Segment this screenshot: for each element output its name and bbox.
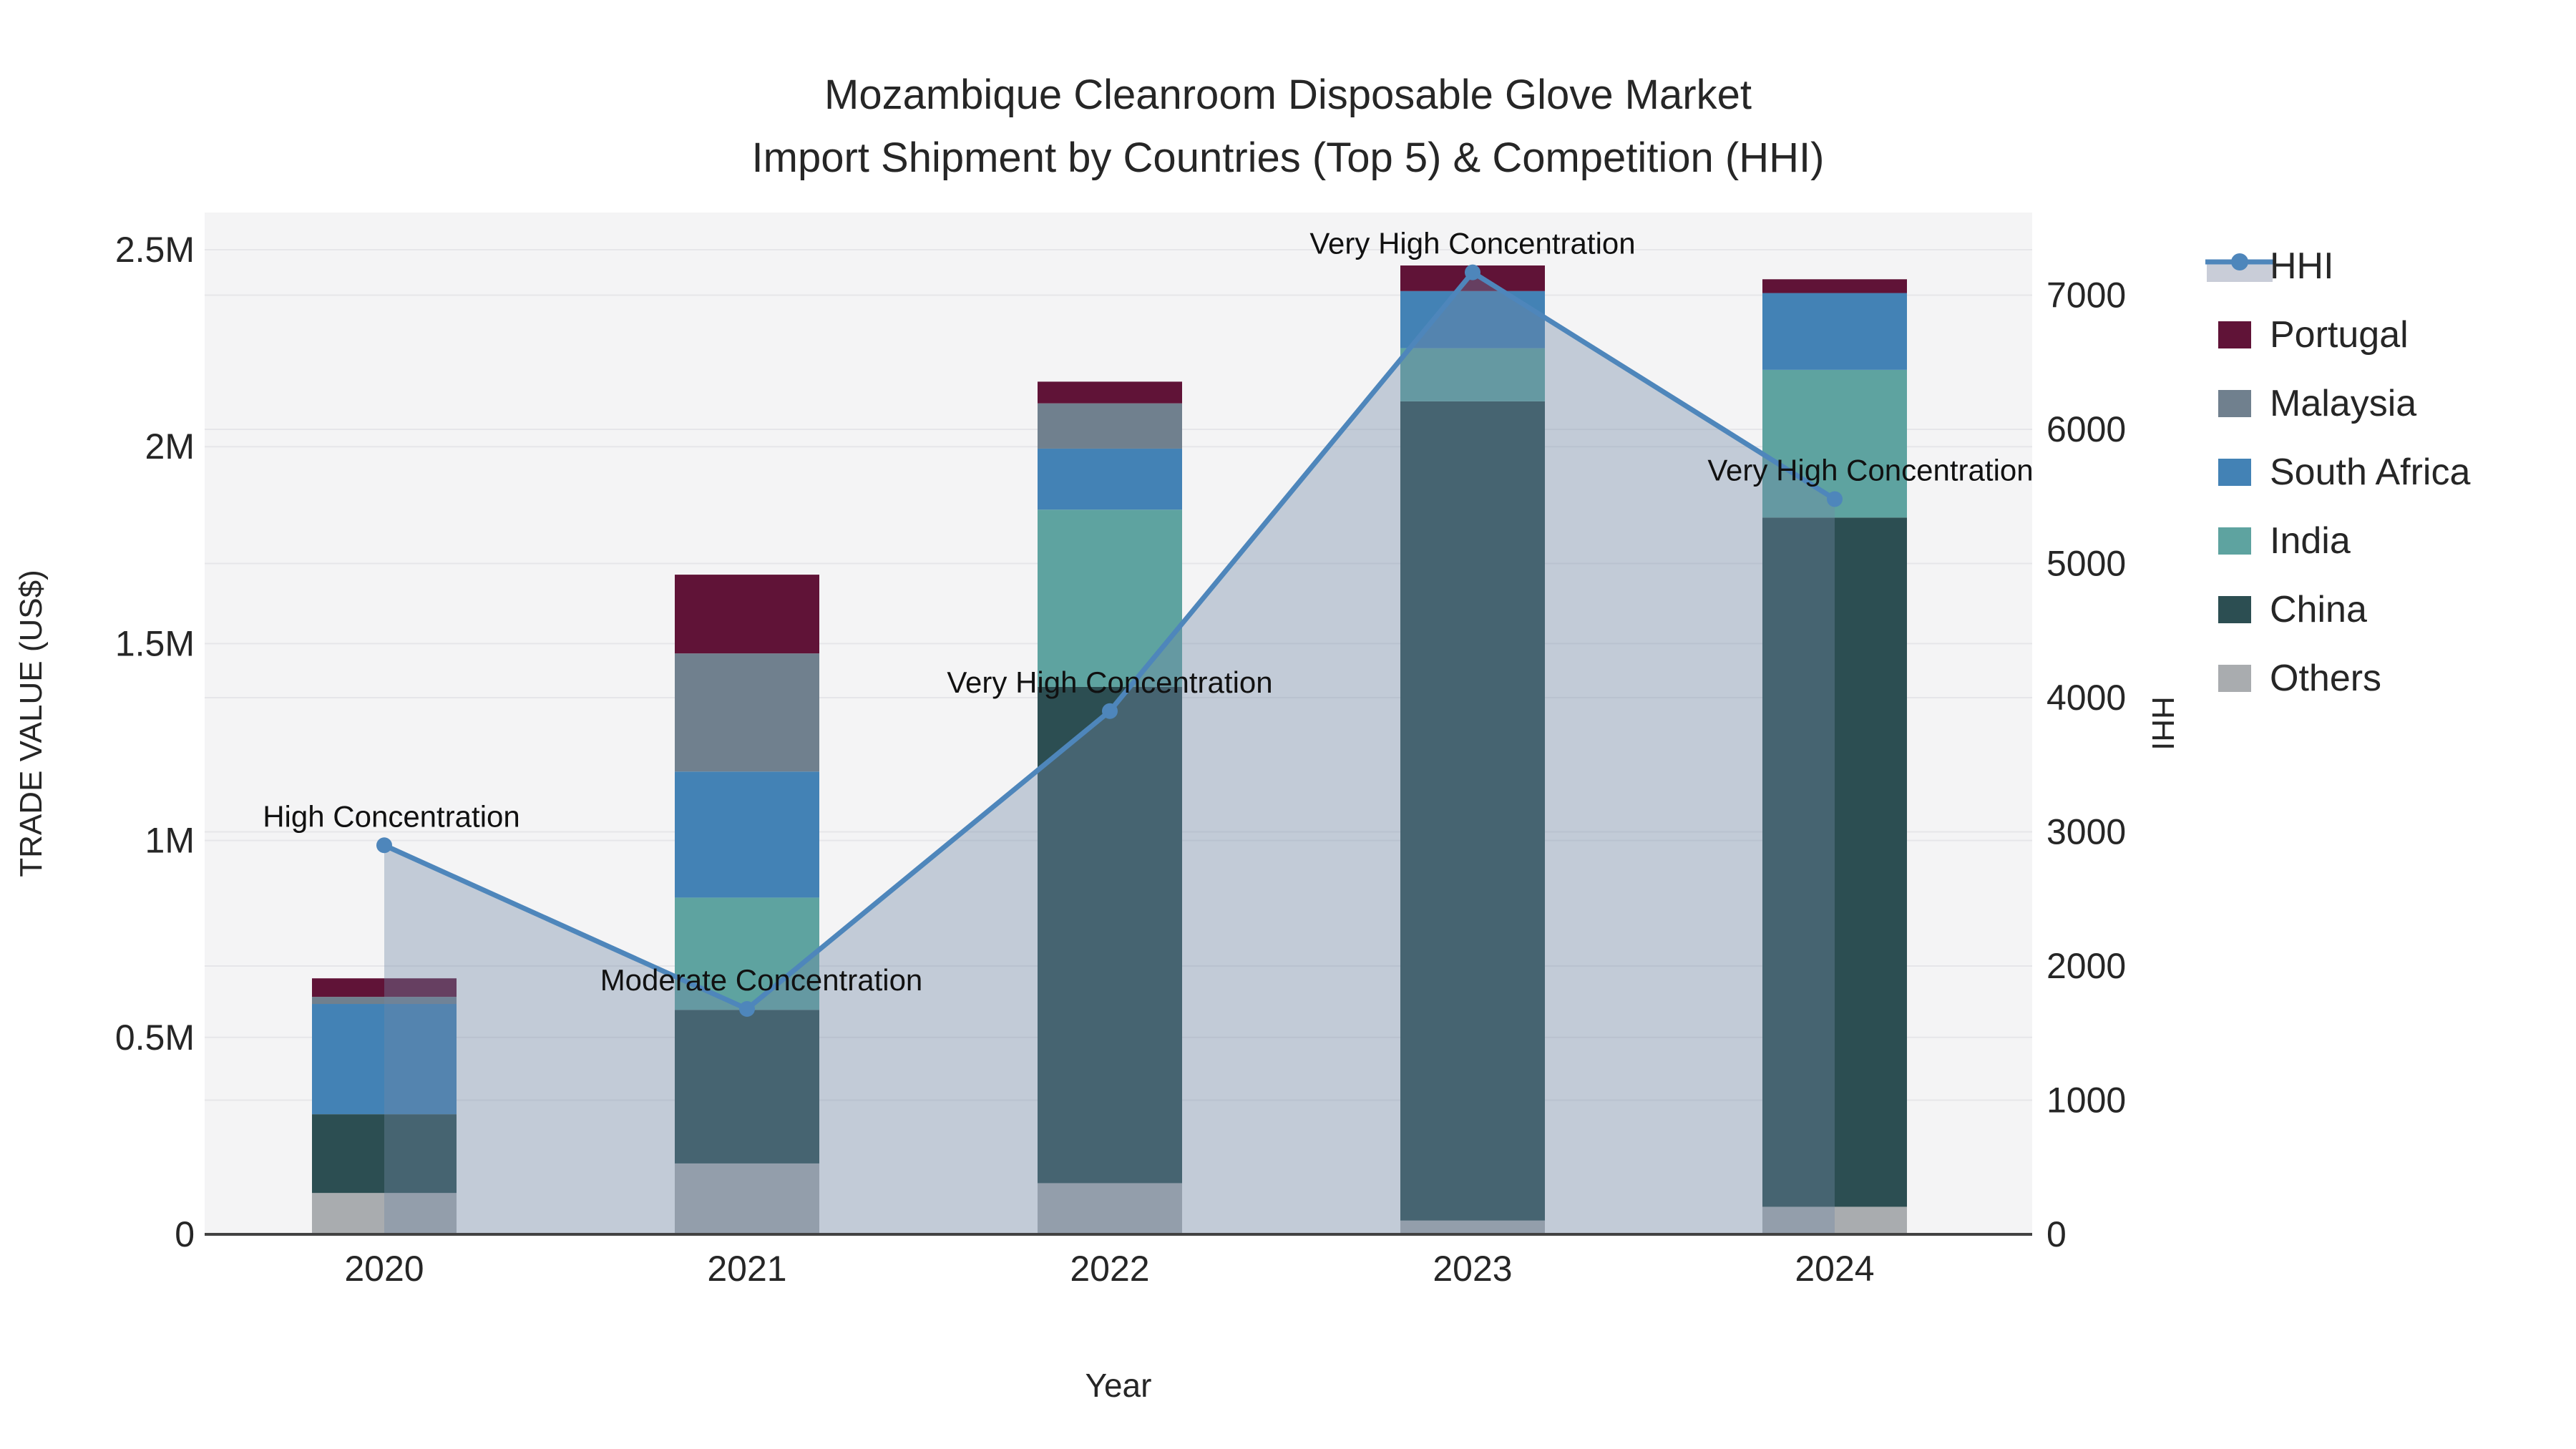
legend-item-malaysia[interactable]: Malaysia <box>2218 383 2416 424</box>
bar-segment-others-2024[interactable] <box>1762 1206 1907 1234</box>
bar-segment-india-2022[interactable] <box>1038 509 1182 687</box>
x-axis-title: Year <box>1085 1367 1152 1404</box>
left-tick-label-2M: 2M <box>145 426 195 467</box>
legend-swatch-malaysia <box>2218 390 2251 417</box>
legend-swatch-china <box>2218 596 2251 623</box>
bar-segment-others-2020[interactable] <box>312 1193 457 1234</box>
hhi-area-layer <box>384 272 1835 1234</box>
bar-segment-india-2023[interactable] <box>1400 348 1545 401</box>
right-tick-label-0: 0 <box>2046 1214 2067 1254</box>
bar-segment-china-2021[interactable] <box>675 1010 819 1163</box>
legend-item-others[interactable]: Others <box>2218 658 2381 699</box>
bar-segment-portugal-2020[interactable] <box>312 978 457 997</box>
annotation-2020: High Concentration <box>263 799 520 833</box>
bar-segment-portugal-2021[interactable] <box>675 575 819 654</box>
legend-label-china: China <box>2270 589 2367 630</box>
bar-segment-south-africa-2020[interactable] <box>312 1004 457 1115</box>
legend-swatch-south-africa <box>2218 459 2251 486</box>
bar-segment-malaysia-2020[interactable] <box>312 997 457 1005</box>
left-tick-label-1.5M: 1.5M <box>115 623 195 663</box>
annotation-2024: Very High Concentration <box>1707 454 2033 487</box>
bar-segment-south-africa-2022[interactable] <box>1038 448 1182 510</box>
bar-segment-others-2023[interactable] <box>1400 1220 1545 1234</box>
legend-label-south-africa: South Africa <box>2270 452 2470 493</box>
right-tick-label-4000: 4000 <box>2046 678 2126 718</box>
bar-segment-others-2021[interactable] <box>675 1163 819 1234</box>
left-tick-label-0: 0 <box>175 1214 195 1254</box>
legend-item-india[interactable]: India <box>2218 520 2351 562</box>
hhi-line-layer <box>376 264 1843 1017</box>
x-tick-label-2023: 2023 <box>1433 1249 1512 1289</box>
legend-swatch-others <box>2218 665 2251 692</box>
bar-segment-portugal-2024[interactable] <box>1762 279 1907 293</box>
bar-segment-malaysia-2022[interactable] <box>1038 403 1182 449</box>
hhi-marker-2022[interactable] <box>1102 703 1118 719</box>
annotation-2022: Very High Concentration <box>947 665 1272 699</box>
legend-item-south-africa[interactable]: South Africa <box>2218 452 2470 493</box>
legend-label-others: Others <box>2270 658 2381 699</box>
bar-segment-malaysia-2021[interactable] <box>675 653 819 772</box>
legend-item-china[interactable]: China <box>2218 589 2367 630</box>
hhi-marker-2024[interactable] <box>1827 491 1843 507</box>
left-axis-title: TRADE VALUE (US$) <box>14 570 49 877</box>
hhi-marker-2023[interactable] <box>1465 264 1480 280</box>
bar-segment-india-2021[interactable] <box>675 897 819 1010</box>
left-tick-label-0.5M: 0.5M <box>115 1018 195 1058</box>
left-tick-label-2.5M: 2.5M <box>115 230 195 270</box>
hhi-marker-2020[interactable] <box>376 837 392 854</box>
legend-swatch-india <box>2218 527 2251 555</box>
bar-segment-china-2023[interactable] <box>1400 401 1545 1221</box>
legend-hhi-marker-icon <box>2231 253 2248 270</box>
x-tick-label-2022: 2022 <box>1070 1249 1149 1289</box>
x-tick-label-2020: 2020 <box>344 1249 424 1289</box>
legend-label-india: India <box>2270 520 2351 562</box>
left-tick-label-1M: 1M <box>145 821 195 861</box>
x-tick-label-2024: 2024 <box>1795 1249 1874 1289</box>
legend-label-malaysia: Malaysia <box>2270 383 2416 424</box>
bar-segment-south-africa-2024[interactable] <box>1762 293 1907 370</box>
legend-label-portugal: Portugal <box>2270 314 2409 356</box>
legend-swatch-portugal <box>2218 321 2251 348</box>
bar-segment-china-2024[interactable] <box>1762 517 1907 1207</box>
stacked-bars-layer <box>312 265 1907 1234</box>
right-tick-label-1000: 1000 <box>2046 1080 2126 1121</box>
bar-segment-south-africa-2021[interactable] <box>675 771 819 898</box>
right-axis-title: HHI <box>2145 696 2180 751</box>
bar-segment-china-2020[interactable] <box>312 1114 457 1194</box>
bar-segment-portugal-2022[interactable] <box>1038 381 1182 404</box>
legend-item-portugal[interactable]: Portugal <box>2218 314 2409 356</box>
chart-title-line1: Mozambique Cleanroom Disposable Glove Ma… <box>824 72 1752 118</box>
x-tick-label-2021: 2021 <box>707 1249 786 1289</box>
right-tick-label-6000: 6000 <box>2046 409 2126 449</box>
right-tick-label-5000: 5000 <box>2046 544 2126 584</box>
bar-segment-others-2022[interactable] <box>1038 1183 1182 1234</box>
legend-label-hhi: HHI <box>2270 245 2334 287</box>
annotation-layer: High Concentration Moderate Concentration… <box>263 227 2033 997</box>
chart-title-line2: Import Shipment by Countries (Top 5) & C… <box>752 135 1825 181</box>
legend-item-hhi[interactable]: HHI <box>2205 245 2334 287</box>
right-tick-label-3000: 3000 <box>2046 812 2126 852</box>
right-tick-label-7000: 7000 <box>2046 275 2126 316</box>
annotation-2021: Moderate Concentration <box>600 963 923 997</box>
annotation-2023: Very High Concentration <box>1309 227 1635 260</box>
hhi-area-fill <box>384 272 1835 1234</box>
legend: HHI Portugal Malaysia South Africa India Chin… <box>2205 245 2470 699</box>
axes-layer: 2020 2021 2022 2023 2024 0 0.5M 1M 1.5M 2M 2.5M 0 10… <box>115 230 2126 1289</box>
right-tick-label-2000: 2000 <box>2046 946 2126 986</box>
hhi-marker-2021[interactable] <box>739 1001 755 1017</box>
bar-segment-china-2022[interactable] <box>1038 686 1182 1184</box>
